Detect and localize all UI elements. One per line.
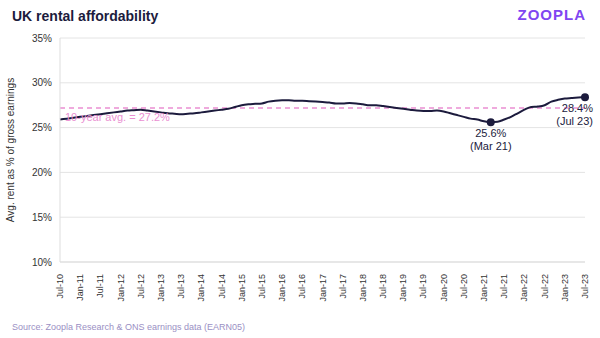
html-text:ZOOPLA: ZOOPLA [517,6,586,23]
svg-text:Jul-17: Jul-17 [338,274,348,299]
html-text:UK rental affordability: UK rental affordability [12,8,159,24]
svg-text:28.4%: 28.4% [562,102,592,114]
svg-text:20%: 20% [32,167,52,178]
svg-text:Jul-12: Jul-12 [136,274,146,299]
svg-text:Jan-19: Jan-19 [398,274,408,302]
svg-text:10%: 10% [32,257,52,268]
svg-text:Jul-15: Jul-15 [257,274,267,299]
svg-text:Jul-21: Jul-21 [499,274,509,299]
svg-text:Jul-13: Jul-13 [176,274,186,299]
svg-text:Jul-11: Jul-11 [95,274,105,298]
svg-text:Jul-19: Jul-19 [418,274,428,299]
svg-text:Jul-20: Jul-20 [459,274,469,299]
svg-text:15%: 15% [32,212,52,223]
svg-text:Jan-20: Jan-20 [439,274,449,302]
svg-text:10-year avg. = 27.2%: 10-year avg. = 27.2% [65,111,170,123]
svg-text:Jan-15: Jan-15 [237,274,247,302]
svg-text:Jan-22: Jan-22 [519,274,529,302]
svg-text:Jan-21: Jan-21 [479,274,489,302]
svg-text:(Mar 21): (Mar 21) [470,140,512,152]
svg-text:Jul-23: Jul-23 [580,274,590,299]
svg-text:Jan-12: Jan-12 [116,274,126,302]
svg-text:30%: 30% [32,77,52,88]
svg-text:Jan-14: Jan-14 [196,274,206,302]
svg-text:Jan-16: Jan-16 [277,274,287,302]
svg-text:Jan-17: Jan-17 [318,274,328,302]
svg-text:Jan-11: Jan-11 [75,274,85,301]
svg-text:25%: 25% [32,122,52,133]
svg-text:35%: 35% [32,33,52,44]
html-text:Source: Zoopla Research & ONS: Source: Zoopla Research & ONS earnings d… [12,322,246,332]
svg-text:Jul-18: Jul-18 [378,274,388,299]
svg-text:Jan-18: Jan-18 [358,274,368,302]
svg-text:Jul-16: Jul-16 [297,274,307,299]
svg-text:Jan-13: Jan-13 [156,274,166,302]
svg-text:Jul-22: Jul-22 [540,274,550,299]
svg-text:25.6%: 25.6% [475,127,506,139]
svg-text:Jan-23: Jan-23 [560,274,570,302]
svg-text:(Jul 23): (Jul 23) [556,115,592,127]
svg-text:Jul-10: Jul-10 [55,274,65,299]
svg-text:Avg. rent as % of gross earnin: Avg. rent as % of gross earnings [8,78,16,222]
svg-text:Jul-14: Jul-14 [217,274,227,299]
